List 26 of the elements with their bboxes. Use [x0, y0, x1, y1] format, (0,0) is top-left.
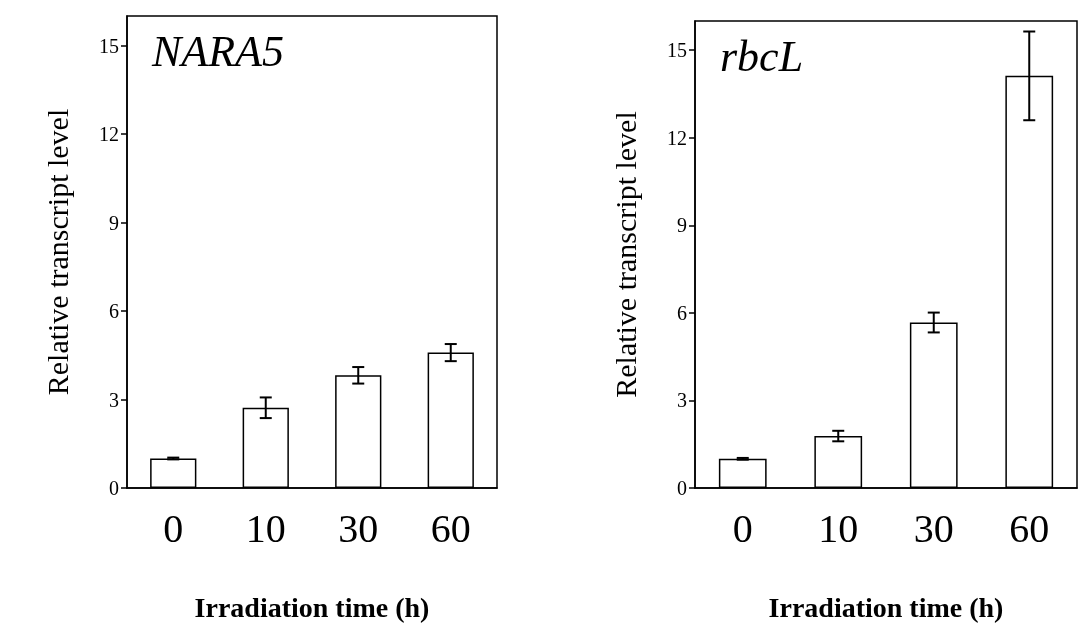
- chart-title: NARA5: [151, 26, 284, 76]
- x-axis-title: Irradiation time (h): [194, 591, 430, 623]
- chart-title: rbcL: [720, 31, 804, 81]
- y-tick-label: 12: [99, 123, 119, 145]
- x-tick-label: 60: [430, 505, 471, 551]
- y-tick-label: 9: [109, 211, 119, 234]
- y-tick-label: 3: [677, 389, 687, 412]
- x-tick-label: 0: [163, 505, 184, 551]
- x-tick-label: 30: [913, 505, 954, 551]
- y-tick-label: 15: [99, 34, 119, 57]
- x-tick-label: 10: [245, 505, 286, 551]
- x-tick-label: 0: [732, 505, 753, 551]
- y-tick-label: 0: [109, 477, 119, 499]
- y-tick-label: 15: [667, 39, 687, 62]
- y-tick-label: 9: [677, 214, 687, 237]
- x-axis-title: Irradiation time (h): [768, 591, 1004, 623]
- y-tick-label: 3: [109, 388, 119, 411]
- y-tick-label: 12: [667, 126, 687, 149]
- y-axis-title: Relative transcript level: [608, 111, 642, 398]
- x-tick-label: 10: [818, 505, 859, 551]
- y-tick-label: 6: [109, 300, 119, 322]
- y-tick-label: 0: [677, 477, 687, 499]
- y-axis-title: Relative transcript level: [40, 108, 74, 396]
- x-tick-label: 30: [338, 505, 379, 551]
- x-tick-label: 60: [1009, 505, 1050, 551]
- y-tick-label: 6: [677, 301, 687, 324]
